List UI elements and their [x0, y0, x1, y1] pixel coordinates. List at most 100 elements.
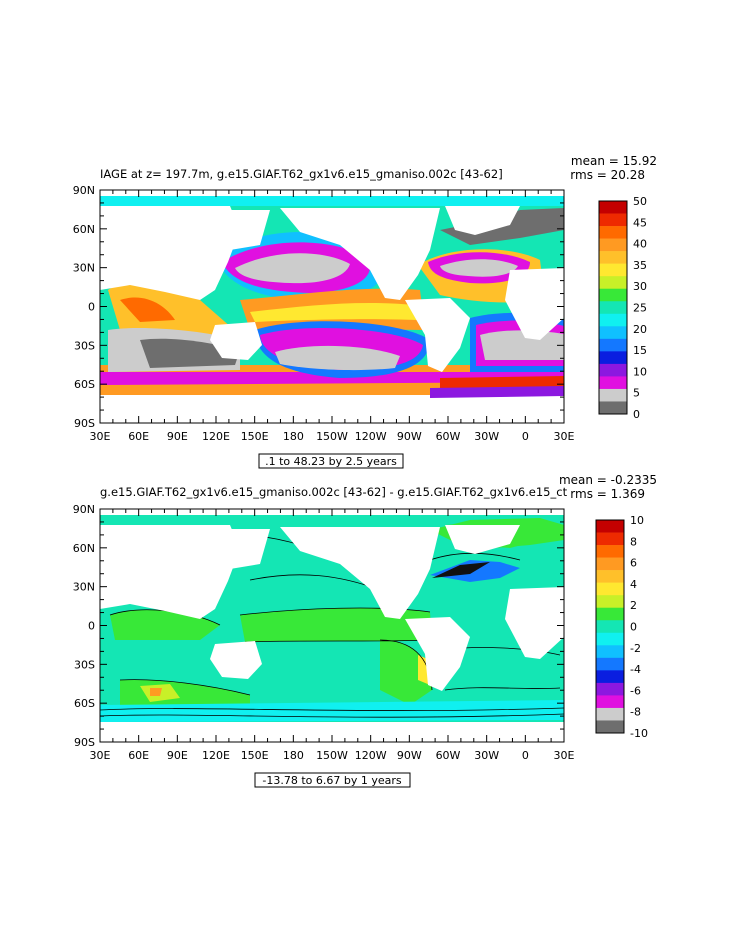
colorbar-label: 50	[633, 195, 647, 208]
panel-1: IAGE at z= 197.7m, g.e15.GIAF.T62_gx1v6.…	[73, 154, 657, 469]
x-tick-label: 150E	[241, 430, 269, 443]
colorbar-box	[599, 238, 627, 252]
colorbar-box	[596, 695, 624, 709]
colorbar-box	[599, 326, 627, 340]
colorbar-box	[599, 213, 627, 227]
y-tick-label: 60N	[73, 542, 95, 555]
colorbar-box	[596, 620, 624, 634]
panel-1-y-axis: 90N 60N 30N 0 30S 60S 90S	[73, 184, 564, 430]
colorbar-box	[596, 632, 624, 646]
panel-1-rms: rms = 20.28	[570, 168, 645, 182]
colorbar-label: 2	[630, 599, 637, 612]
colorbar-label: 20	[633, 323, 647, 336]
colorbar-label: -10	[630, 727, 648, 740]
contour-2	[244, 639, 433, 643]
indian-ocean-red	[120, 297, 175, 322]
x-tick-label: 30E	[554, 430, 575, 443]
panel-1-mean: mean = 15.92	[571, 154, 657, 168]
x-tick-label: 90W	[397, 749, 422, 762]
y-tick-label: 30N	[73, 262, 95, 275]
panel-1-range-label: .1 to 48.23 by 2.5 years	[265, 455, 397, 468]
x-tick-label: 90W	[397, 430, 422, 443]
land-africa	[505, 268, 564, 340]
colorbar-box	[599, 338, 627, 352]
colorbar-box	[599, 363, 627, 377]
anomaly-southern-contours	[100, 707, 564, 711]
colorbar-label: 25	[633, 302, 647, 315]
y-tick-label: 90S	[74, 417, 95, 430]
colorbar-box	[596, 545, 624, 558]
land-australia-2	[210, 641, 262, 679]
colorbar-box	[596, 707, 624, 721]
colorbar-frame	[598, 200, 628, 415]
panel-2-field	[100, 509, 564, 742]
colorbar-box	[599, 251, 627, 264]
land-asia-east-2	[150, 529, 270, 581]
colorbar-box	[596, 532, 624, 546]
land-greenland	[445, 206, 520, 235]
anomaly-southern-orange	[150, 688, 162, 696]
continents	[100, 206, 564, 423]
colorbar-label: 8	[630, 535, 637, 548]
x-tick-label: 180	[283, 749, 304, 762]
colorbar-box	[596, 607, 624, 621]
colorbar-box	[596, 520, 624, 533]
colorbar-box	[599, 313, 627, 327]
land-south-america	[405, 298, 470, 372]
x-tick-label: 0	[522, 749, 529, 762]
land-australia	[210, 322, 262, 360]
x-tick-label: 60E	[128, 430, 149, 443]
colorbar-box	[596, 582, 624, 596]
colorbar-box	[599, 226, 627, 239]
colorbar-box	[596, 595, 624, 609]
land-africa-2	[505, 587, 564, 659]
colorbar-box	[599, 388, 627, 402]
y-tick-label: 90N	[73, 184, 95, 197]
colorbar-label: 4	[630, 578, 637, 591]
colorbar-label: -4	[630, 663, 641, 676]
y-tick-label: 0	[88, 301, 95, 314]
panel-2-title: g.e15.GIAF.T62_gx1v6.e15_gmaniso.002c [4…	[100, 485, 568, 499]
y-tick-label: 60S	[74, 697, 95, 710]
x-tick-label: 30W	[474, 749, 499, 762]
x-tick-label: 120W	[355, 430, 387, 443]
panel-2: g.e15.GIAF.T62_gx1v6.e15_gmaniso.002c [4…	[73, 473, 657, 788]
anomaly-indian-green	[110, 609, 220, 640]
continents-2	[100, 509, 564, 742]
panel-2-range-label: -13.78 to 6.67 by 1 years	[262, 774, 402, 787]
x-tick-label: 150E	[241, 749, 269, 762]
colorbar-label: 45	[633, 216, 647, 229]
x-tick-label: 90E	[167, 430, 188, 443]
colorbar-box	[596, 570, 624, 583]
x-tick-label: 60W	[436, 430, 461, 443]
panel-2-rms: rms = 1.369	[570, 487, 645, 501]
colorbar-box	[596, 670, 624, 684]
x-tick-label: 180	[283, 430, 304, 443]
panel-2-x-axis: 30E 60E 90E 120E 150E 180 150W 120W 90W 60W 30W 0 30…	[90, 509, 575, 762]
x-tick-label: 120E	[202, 749, 230, 762]
colorbar-label: -6	[630, 684, 641, 697]
contour-5	[119, 679, 251, 696]
land-greenland-2	[445, 525, 520, 554]
colorbar-label: -8	[630, 706, 641, 719]
colorbar-label: 40	[633, 238, 647, 251]
colorbar-label: 6	[630, 557, 637, 570]
x-tick-label: 120W	[355, 749, 387, 762]
panel-2-range-box	[254, 772, 411, 788]
colorbar-frame	[595, 519, 625, 734]
x-tick-label: 30E	[90, 749, 111, 762]
land-north-america	[280, 208, 440, 300]
colorbar-label: 30	[633, 280, 647, 293]
colorbar-box	[599, 401, 627, 415]
x-tick-label: 120E	[202, 430, 230, 443]
x-tick-label: 150W	[316, 430, 348, 443]
land-north-america-2	[280, 527, 440, 619]
x-tick-label: 30E	[554, 749, 575, 762]
colorbar-box	[599, 351, 627, 365]
y-tick-label: 30N	[73, 581, 95, 594]
colorbar-label: 5	[633, 387, 640, 400]
panel-1-range-box	[258, 453, 404, 469]
contour-8	[444, 687, 561, 691]
